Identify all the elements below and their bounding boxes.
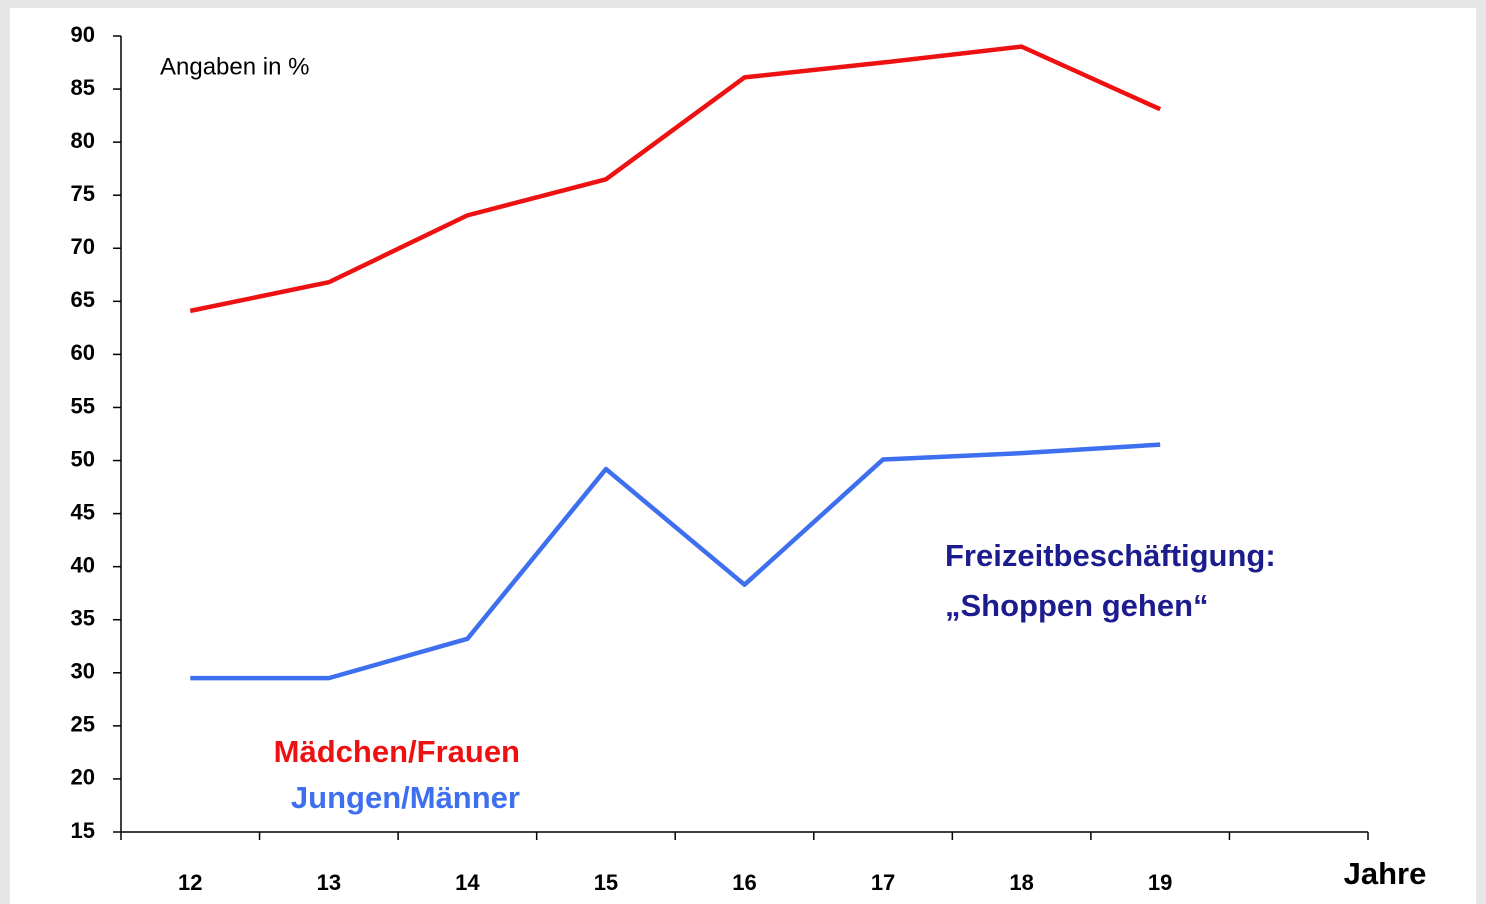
plot-background xyxy=(10,8,1476,904)
y-tick-label: 45 xyxy=(71,499,95,524)
annotation: „Shoppen gehen“ xyxy=(945,588,1209,623)
x-tick-label: 14 xyxy=(455,870,480,895)
y-tick-label: 70 xyxy=(71,234,95,259)
line-series xyxy=(190,442,1161,681)
y-tick-label: 60 xyxy=(71,340,95,365)
x-tick-label: 17 xyxy=(871,870,895,895)
y-tick-label: 25 xyxy=(71,712,95,737)
x-tick-label: 13 xyxy=(317,870,341,895)
y-tick-label: 80 xyxy=(71,128,95,153)
y-tick-label: 35 xyxy=(71,606,95,631)
y-tick-label: 55 xyxy=(71,393,95,418)
x-tick-label: 12 xyxy=(178,870,202,895)
x-tick-label: 15 xyxy=(594,870,618,895)
x-axis-label: Jahre xyxy=(1344,856,1427,891)
unit-note: Angaben in % xyxy=(160,53,309,80)
y-tick-label: 30 xyxy=(71,659,95,684)
y-tick-label: 15 xyxy=(71,818,95,843)
y-tick-label: 20 xyxy=(71,765,95,790)
y-tick-label: 50 xyxy=(71,446,95,471)
legend-entry: Mädchen/Frauen xyxy=(274,734,520,769)
x-tick-label: 19 xyxy=(1148,870,1172,895)
y-tick-label: 85 xyxy=(71,75,95,100)
x-tick-label: 18 xyxy=(1009,870,1033,895)
y-tick-label: 75 xyxy=(71,181,95,206)
annotation: Freizeitbeschäftigung: xyxy=(945,538,1276,573)
line-series xyxy=(189,44,1162,314)
legend-entry: Jungen/Männer xyxy=(291,780,520,815)
y-tick-label: 65 xyxy=(71,287,95,312)
x-tick-label: 16 xyxy=(732,870,756,895)
y-tick-label: 90 xyxy=(71,22,95,47)
y-tick-label: 40 xyxy=(71,552,95,577)
